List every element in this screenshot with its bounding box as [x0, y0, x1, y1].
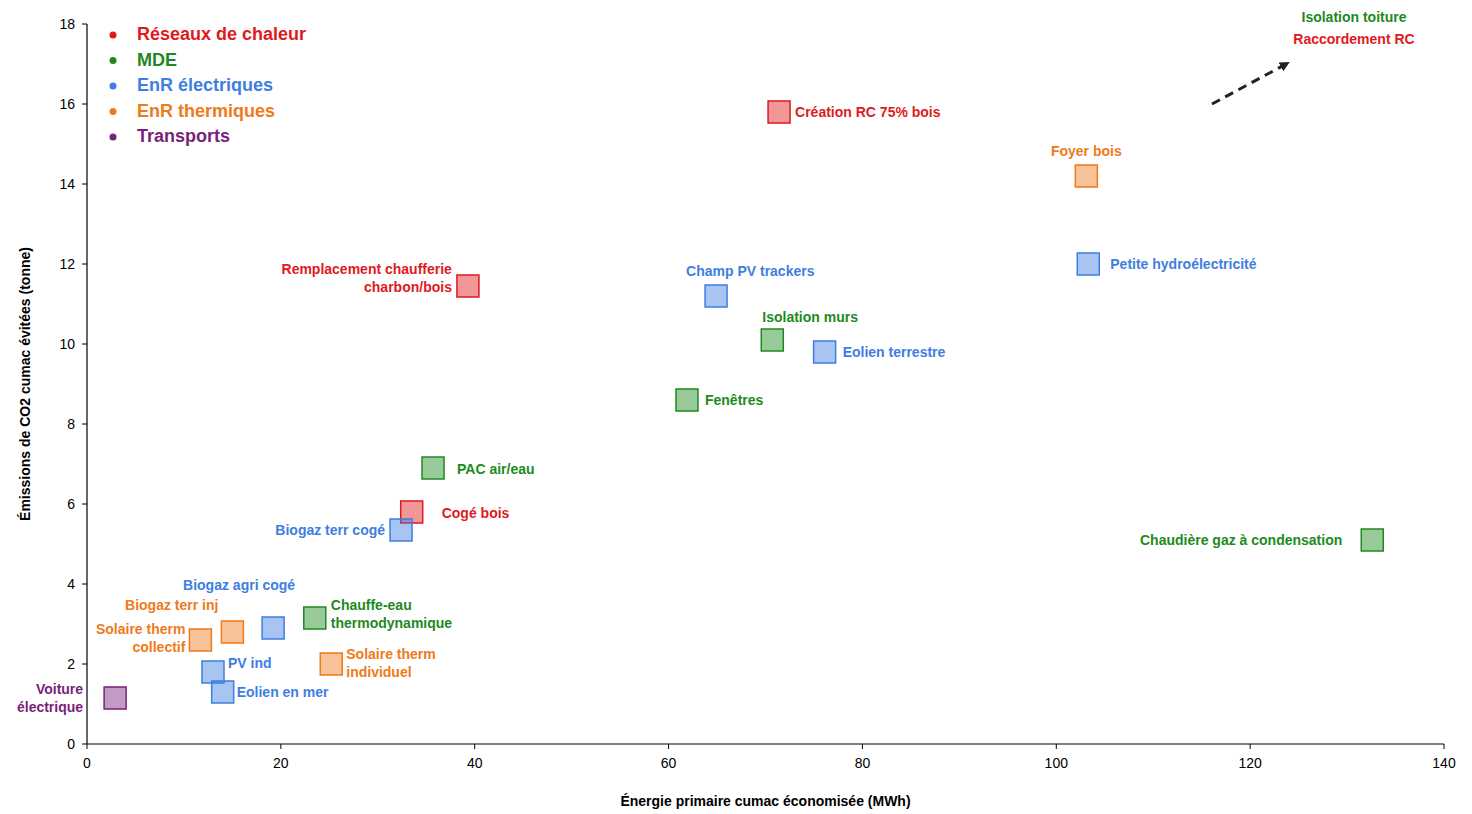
y-tick-label: 8: [67, 416, 75, 432]
point-label: PAC air/eau: [457, 461, 535, 477]
point-label: Biogaz terr cogé: [275, 522, 385, 538]
y-tick: [82, 264, 87, 265]
point: [320, 653, 342, 675]
y-tick: [82, 424, 87, 425]
chart: 0 20 40 60 80 100 120 140 0 2 4 6 8 10 12 14 16 18 Énergie…: [0, 0, 1472, 814]
x-tick: [280, 744, 281, 749]
y-tick: [82, 744, 87, 745]
x-tick-label: 0: [83, 755, 91, 771]
legend-label: Réseaux de chaleur: [137, 24, 306, 44]
legend-label: MDE: [137, 50, 177, 70]
point-label: Solaire thermindividuel: [346, 646, 435, 680]
point: [390, 519, 412, 541]
y-tick-label: 4: [67, 576, 75, 592]
x-tick: [1056, 744, 1057, 749]
point: [761, 329, 783, 351]
x-tick-label: 100: [1045, 755, 1069, 771]
x-tick-label: 60: [661, 755, 677, 771]
y-tick-label: 6: [67, 496, 75, 512]
legend-label: EnR électriques: [137, 75, 273, 95]
point: [814, 341, 836, 363]
point-label: Champ PV trackers: [686, 263, 815, 279]
legend-swatch: [110, 32, 117, 39]
x-tick-label: 20: [273, 755, 289, 771]
point-label: PV ind: [228, 655, 272, 671]
y-tick-label: 10: [59, 336, 75, 352]
y-tick-label: 0: [67, 736, 75, 752]
marks: [104, 101, 1383, 709]
x-tick: [87, 744, 88, 749]
x-tick: [1444, 744, 1445, 749]
point: [768, 101, 790, 123]
x-tick-label: 40: [467, 755, 483, 771]
x-axis-title: Énergie primaire cumac économisée (MWh): [620, 793, 910, 809]
legend-swatch: [110, 83, 117, 90]
point-label: Eolien en mer: [237, 684, 329, 700]
legend-swatch: [110, 57, 117, 64]
point-label: Biogaz terr inj: [125, 597, 218, 613]
point: [262, 617, 284, 639]
point-label: Eolien terrestre: [843, 344, 946, 360]
x-tick: [862, 744, 863, 749]
point-label: Solaire thermcollectif: [96, 621, 186, 655]
y-tick: [82, 664, 87, 665]
point-labels: Création RC 75% bois Remplacement chauffe…: [17, 104, 1342, 715]
point: [1077, 253, 1099, 275]
point: [1361, 529, 1383, 551]
point: [676, 389, 698, 411]
point-label: Biogaz agri cogé: [183, 577, 295, 593]
y-tick: [82, 104, 87, 105]
y-tick: [82, 504, 87, 505]
y-tick-label: 16: [59, 96, 75, 112]
legend-label: EnR thermiques: [137, 101, 275, 121]
y-tick-label: 2: [67, 656, 75, 672]
point-label: Chaudière gaz à condensation: [1140, 532, 1342, 548]
y-tick: [82, 344, 87, 345]
point: [104, 687, 126, 709]
point-label: Remplacement chaufferiecharbon/bois: [282, 261, 453, 295]
y-tick-label: 14: [59, 176, 75, 192]
legend-label: Transports: [137, 126, 230, 146]
y-tick-label: 12: [59, 256, 75, 272]
legend-swatch: [110, 134, 117, 141]
point-label: Foyer bois: [1051, 143, 1122, 159]
point: [304, 607, 326, 629]
point: [202, 661, 224, 683]
x-axis: [87, 743, 1444, 744]
point: [1075, 165, 1097, 187]
point-label: Fenêtres: [705, 392, 764, 408]
point: [189, 629, 211, 651]
point-label: Voitureélectrique: [17, 681, 83, 715]
arrow: [1212, 63, 1288, 104]
point: [457, 275, 479, 297]
x-tick-label: 80: [855, 755, 871, 771]
legend-swatch: [110, 108, 117, 115]
y-tick: [82, 584, 87, 585]
x-tick: [668, 744, 669, 749]
point-label: Création RC 75% bois: [795, 104, 941, 120]
point-label: Petite hydroélectricité: [1110, 256, 1256, 272]
point-label: Chauffe-eauthermodynamique: [331, 597, 453, 631]
legend: Réseaux de chaleur MDE EnR électriques EnR …: [110, 24, 307, 146]
point: [422, 457, 444, 479]
y-axis-title: Émissions de CO2 cumac évitées (tonne): [17, 247, 33, 521]
y-tick-label: 18: [59, 16, 75, 32]
annotation: Isolation toiture: [1302, 9, 1407, 25]
y-tick: [82, 24, 87, 25]
x-tick: [1250, 744, 1251, 749]
x-tick-label: 140: [1432, 755, 1456, 771]
point-label: Cogé bois: [442, 505, 510, 521]
y-tick: [82, 184, 87, 185]
x-tick-label: 120: [1238, 755, 1262, 771]
point: [705, 285, 727, 307]
x-tick: [474, 744, 475, 749]
y-axis: [86, 24, 87, 744]
point: [221, 621, 243, 643]
point: [212, 681, 234, 703]
point-label: Isolation murs: [762, 309, 858, 325]
annotation: Raccordement RC: [1293, 31, 1414, 47]
